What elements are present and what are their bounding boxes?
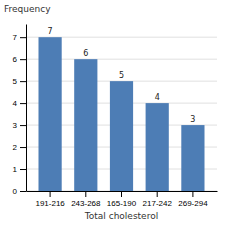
x-tick-label: 269-294	[178, 199, 208, 208]
y-tick-mark	[20, 169, 26, 170]
x-tick: 217-242	[143, 191, 173, 208]
y-axis-title: Frequency	[4, 4, 51, 14]
chart: 0 1 2 3 4 5 6 7 191-216 243-268 165-190 217-242 269-…	[0, 0, 225, 225]
data-label: 5	[119, 71, 124, 80]
y-tick: 7	[13, 33, 26, 42]
grid	[26, 37, 217, 191]
bar	[38, 37, 61, 191]
data-label: 4	[155, 93, 160, 102]
y-tick-label: 5	[13, 77, 18, 86]
data-labels: 7 6 5 4 3	[48, 27, 196, 124]
y-tick: 6	[13, 55, 26, 64]
y-tick: 1	[13, 165, 26, 174]
y-tick-mark	[20, 81, 26, 82]
data-label: 7	[48, 27, 53, 36]
y-tick-mark	[20, 59, 26, 60]
y-axis-line	[26, 25, 27, 192]
y-tick: 4	[13, 99, 26, 108]
bars	[38, 37, 204, 191]
y-tick-label: 4	[13, 99, 18, 108]
x-tick-label: 217-242	[143, 199, 173, 208]
y-tick: 3	[13, 121, 26, 130]
y-tick-label: 0	[13, 187, 18, 196]
y-tick-label: 7	[13, 33, 18, 42]
plot: 0 1 2 3 4 5 6 7 191-216 243-268 165-190 217-242 269-…	[13, 25, 218, 208]
y-tick-mark	[20, 147, 26, 148]
x-tick: 165-190	[107, 191, 137, 208]
y-axis: 0 1 2 3 4 5 6 7	[13, 25, 27, 197]
x-axis: 191-216 243-268 165-190 217-242 269-294	[27, 191, 218, 208]
bar	[74, 59, 97, 191]
y-tick-mark	[20, 37, 26, 38]
y-tick-mark	[20, 191, 26, 192]
y-tick-label: 6	[13, 55, 18, 64]
x-tick-label: 191-216	[35, 199, 65, 208]
x-tick: 269-294	[178, 191, 208, 208]
x-tick-mark	[157, 191, 158, 197]
y-tick-label: 1	[13, 165, 18, 174]
y-tick: 0	[13, 187, 26, 196]
y-tick-label: 3	[13, 121, 18, 130]
y-tick: 5	[13, 77, 26, 86]
x-tick-mark	[192, 191, 193, 197]
x-tick-label: 243-268	[71, 199, 101, 208]
y-tick-mark	[20, 125, 26, 126]
y-tick-label: 2	[13, 143, 18, 152]
x-tick: 191-216	[35, 191, 65, 208]
bar	[146, 103, 169, 191]
x-tick-mark	[85, 191, 86, 197]
data-label: 6	[83, 49, 88, 58]
x-axis-title: Total cholesterol	[84, 211, 158, 221]
x-tick-mark	[121, 191, 122, 197]
x-tick-mark	[50, 191, 51, 197]
y-tick: 2	[13, 143, 26, 152]
bar	[181, 125, 204, 191]
y-tick-mark	[20, 103, 26, 104]
x-tick: 243-268	[71, 191, 101, 208]
bar	[110, 81, 133, 191]
data-label: 3	[190, 115, 195, 124]
x-tick-label: 165-190	[107, 199, 137, 208]
